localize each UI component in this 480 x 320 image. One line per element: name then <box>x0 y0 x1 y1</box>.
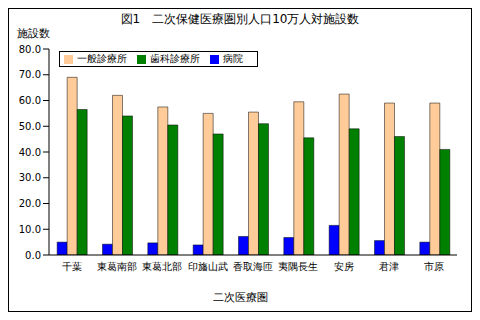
svg-text:夷隅長生: 夷隅長生 <box>278 261 318 272</box>
html-text:一般診療所: 一般診療所 <box>77 53 127 64</box>
svg-text:0.0: 0.0 <box>25 250 41 261</box>
svg-text:80.0: 80.0 <box>19 44 41 55</box>
svg-text:印旛山武: 印旛山武 <box>188 261 228 272</box>
html-text:歯科診療所: 歯科診療所 <box>150 53 200 64</box>
svg-text:東葛南部: 東葛南部 <box>97 261 137 272</box>
svg-text:安房: 安房 <box>334 261 354 272</box>
svg-text:君津: 君津 <box>379 261 399 272</box>
svg-text:50.0: 50.0 <box>19 121 41 132</box>
svg-text:10.0: 10.0 <box>19 224 41 235</box>
svg-text:東葛北部: 東葛北部 <box>142 261 182 272</box>
svg-text:千葉: 千葉 <box>62 261 82 272</box>
html-text:施設数: 施設数 <box>17 27 50 40</box>
html-text:病院: 病院 <box>223 53 243 64</box>
svg-text:40.0: 40.0 <box>19 147 41 158</box>
html-text:図1 二次保健医療圏別人口10万人対施設数: 図1 二次保健医療圏別人口10万人対施設数 <box>120 12 360 26</box>
svg-text:30.0: 30.0 <box>19 172 41 183</box>
svg-text:香取海匝: 香取海匝 <box>233 261 273 272</box>
svg-text:70.0: 70.0 <box>19 69 41 80</box>
svg-text:市原: 市原 <box>424 261 444 272</box>
svg-text:20.0: 20.0 <box>19 198 41 209</box>
svg-text:60.0: 60.0 <box>19 95 41 106</box>
html-text:二次医療圏: 二次医療圏 <box>212 291 268 304</box>
